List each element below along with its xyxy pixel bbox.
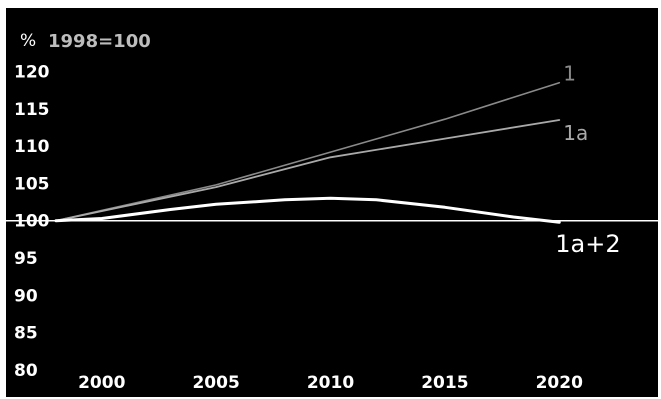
- y-tick-label: 105: [14, 174, 50, 194]
- base-year-label: 1998=100: [48, 31, 151, 52]
- series-line-1aplus2: [54, 196, 561, 224]
- x-tick-label: 2015: [421, 373, 468, 393]
- series-label-1aplus2: 1a+2: [555, 230, 620, 258]
- chart-panel: % 1998=100 120 115 110 105 100 95 90 85 80 2000 2…: [6, 8, 658, 397]
- series-label-1a: 1a: [563, 121, 588, 145]
- y-tick-label: 85: [14, 324, 38, 344]
- x-tick-label: 2005: [192, 373, 239, 393]
- y-tick-label: 120: [14, 62, 50, 82]
- y-tick-label: 100: [14, 212, 50, 232]
- x-tick-label: 2020: [536, 373, 583, 393]
- unit-label: %: [20, 31, 36, 51]
- y-tick-label: 90: [14, 286, 38, 306]
- series-line-1a: [55, 119, 561, 222]
- series-line-1: [55, 81, 561, 222]
- line-chart: % 1998=100 120 115 110 105 100 95 90 85 80 2000 2…: [6, 31, 658, 393]
- y-tick-label: 115: [14, 100, 50, 120]
- x-tick-label: 2010: [307, 373, 354, 393]
- y-tick-label: 95: [14, 249, 38, 269]
- x-tick-label: 2000: [78, 373, 125, 393]
- series-label-1: 1: [563, 62, 576, 86]
- y-tick-label: 110: [14, 137, 50, 157]
- y-tick-label: 80: [14, 361, 38, 381]
